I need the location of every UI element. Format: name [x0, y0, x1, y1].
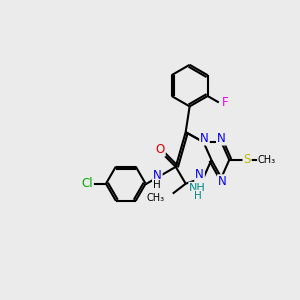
Text: N: N	[218, 175, 227, 188]
Text: O: O	[156, 143, 165, 156]
Text: N: N	[153, 169, 162, 182]
Text: CH₃: CH₃	[147, 193, 165, 202]
Text: F: F	[221, 96, 228, 109]
Text: N: N	[217, 132, 226, 145]
Text: NH: NH	[189, 183, 206, 193]
Text: H: H	[154, 180, 161, 190]
Text: Cl: Cl	[81, 177, 93, 190]
Text: N: N	[195, 168, 204, 181]
Text: S: S	[243, 153, 251, 167]
Text: CH₃: CH₃	[258, 155, 276, 165]
Text: H: H	[194, 190, 201, 201]
Text: N: N	[200, 132, 209, 145]
